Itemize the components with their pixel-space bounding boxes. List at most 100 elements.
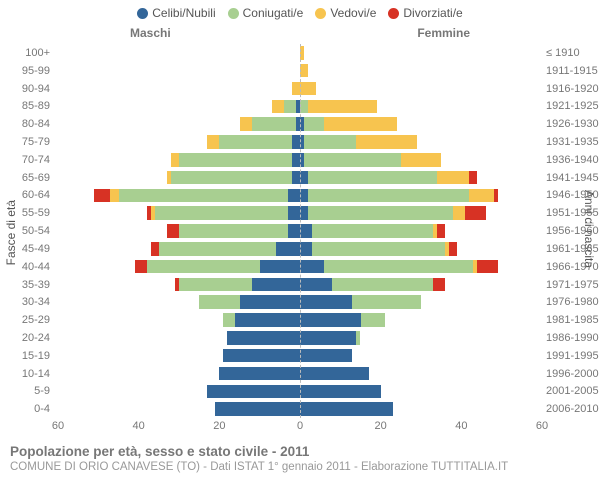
bar-female — [300, 117, 397, 131]
birth-year-label: 1911-1915 — [546, 62, 600, 80]
bar-male — [223, 313, 300, 327]
age-label: 70-74 — [0, 151, 50, 169]
gender-female-label: Femmine — [417, 26, 470, 40]
birth-year-label: 2001-2005 — [546, 382, 600, 400]
age-label: 65-69 — [0, 169, 50, 187]
bar-male — [199, 295, 300, 309]
x-tick-label: 40 — [455, 420, 467, 432]
birth-year-label: 1916-1920 — [546, 80, 600, 98]
legend-swatch — [388, 8, 399, 19]
birth-year-label: ≤ 1910 — [546, 44, 600, 62]
birth-year-label: 1921-1925 — [546, 97, 600, 115]
gender-male-label: Maschi — [130, 26, 171, 40]
bar-female — [300, 100, 377, 114]
legend: Celibi/Nubili Coniugati/e Vedovi/e Divorzia… — [0, 0, 600, 26]
age-label: 5-9 — [0, 382, 50, 400]
bar-female — [300, 313, 385, 327]
bar-female — [300, 82, 316, 96]
x-tick-label: 40 — [133, 420, 145, 432]
age-label: 100+ — [0, 44, 50, 62]
age-label: 0-4 — [0, 400, 50, 418]
bar-female — [300, 64, 308, 78]
birth-year-label: 1966-1970 — [546, 258, 600, 276]
age-label: 85-89 — [0, 97, 50, 115]
age-label: 95-99 — [0, 62, 50, 80]
bar-male — [227, 331, 300, 345]
bar-female — [300, 189, 498, 203]
bar-male — [272, 100, 300, 114]
bar-male — [223, 349, 300, 363]
bar-male — [219, 367, 300, 381]
birth-year-label: 1996-2000 — [546, 365, 600, 383]
age-label: 10-14 — [0, 365, 50, 383]
legend-item: Divorziati/e — [388, 6, 462, 20]
bar-male — [167, 171, 300, 185]
legend-swatch — [315, 8, 326, 19]
age-label: 20-24 — [0, 329, 50, 347]
x-tick-label: 20 — [375, 420, 387, 432]
x-tick-label: 60 — [52, 420, 64, 432]
bar-female — [300, 385, 381, 399]
bar-female — [300, 367, 369, 381]
bar-male — [171, 153, 300, 167]
age-label: 50-54 — [0, 222, 50, 240]
legend-item: Coniugati/e — [228, 6, 304, 20]
birth-year-label: 1961-1965 — [546, 240, 600, 258]
legend-item: Celibi/Nubili — [137, 6, 215, 20]
age-label: 15-19 — [0, 347, 50, 365]
bar-male — [167, 224, 300, 238]
bar-female — [300, 278, 445, 292]
bar-male — [292, 82, 300, 96]
center-axis — [300, 44, 301, 418]
age-label: 45-49 — [0, 240, 50, 258]
birth-year-label: 1941-1945 — [546, 169, 600, 187]
birth-year-label: 1986-1990 — [546, 329, 600, 347]
bar-male — [215, 402, 300, 416]
x-tick-label: 20 — [213, 420, 225, 432]
age-label: 25-29 — [0, 311, 50, 329]
x-axis-ticks: 6040200204060 — [58, 418, 542, 438]
bar-female — [300, 402, 393, 416]
legend-item: Vedovi/e — [315, 6, 376, 20]
birth-year-label: 2006-2010 — [546, 400, 600, 418]
age-label: 75-79 — [0, 133, 50, 151]
chart-footer: Popolazione per età, sesso e stato civil… — [0, 438, 600, 473]
x-tick-label: 0 — [297, 420, 303, 432]
legend-swatch — [228, 8, 239, 19]
birth-year-label: 1926-1930 — [546, 115, 600, 133]
bar-female — [300, 242, 457, 256]
birth-year-label: 1956-1960 — [546, 222, 600, 240]
birth-year-label: 1976-1980 — [546, 293, 600, 311]
chart-area: 100+≤ 191095-991911-191590-941916-192085… — [58, 44, 542, 438]
chart-subtitle: COMUNE DI ORIO CANAVESE (TO) - Dati ISTA… — [10, 461, 590, 473]
bar-male — [175, 278, 300, 292]
age-label: 90-94 — [0, 80, 50, 98]
age-label: 30-34 — [0, 293, 50, 311]
age-label: 40-44 — [0, 258, 50, 276]
bar-female — [300, 206, 486, 220]
bar-male — [240, 117, 300, 131]
bar-male — [207, 135, 300, 149]
bar-female — [300, 135, 417, 149]
birth-year-label: 1936-1940 — [546, 151, 600, 169]
bar-female — [300, 171, 477, 185]
birth-year-label: 1931-1935 — [546, 133, 600, 151]
bar-female — [300, 295, 421, 309]
x-tick-label: 60 — [536, 420, 548, 432]
birth-year-label: 1951-1955 — [546, 204, 600, 222]
bar-female — [300, 349, 352, 363]
age-label: 35-39 — [0, 276, 50, 294]
bar-male — [147, 206, 300, 220]
birth-year-label: 1971-1975 — [546, 276, 600, 294]
bar-female — [300, 224, 445, 238]
birth-year-label: 1946-1950 — [546, 186, 600, 204]
age-label: 55-59 — [0, 204, 50, 222]
bar-female — [300, 153, 441, 167]
birth-year-label: 1981-1985 — [546, 311, 600, 329]
bar-male — [151, 242, 300, 256]
bar-female — [300, 331, 360, 345]
age-label: 80-84 — [0, 115, 50, 133]
legend-swatch — [137, 8, 148, 19]
bar-male — [207, 385, 300, 399]
bar-female — [300, 260, 498, 274]
